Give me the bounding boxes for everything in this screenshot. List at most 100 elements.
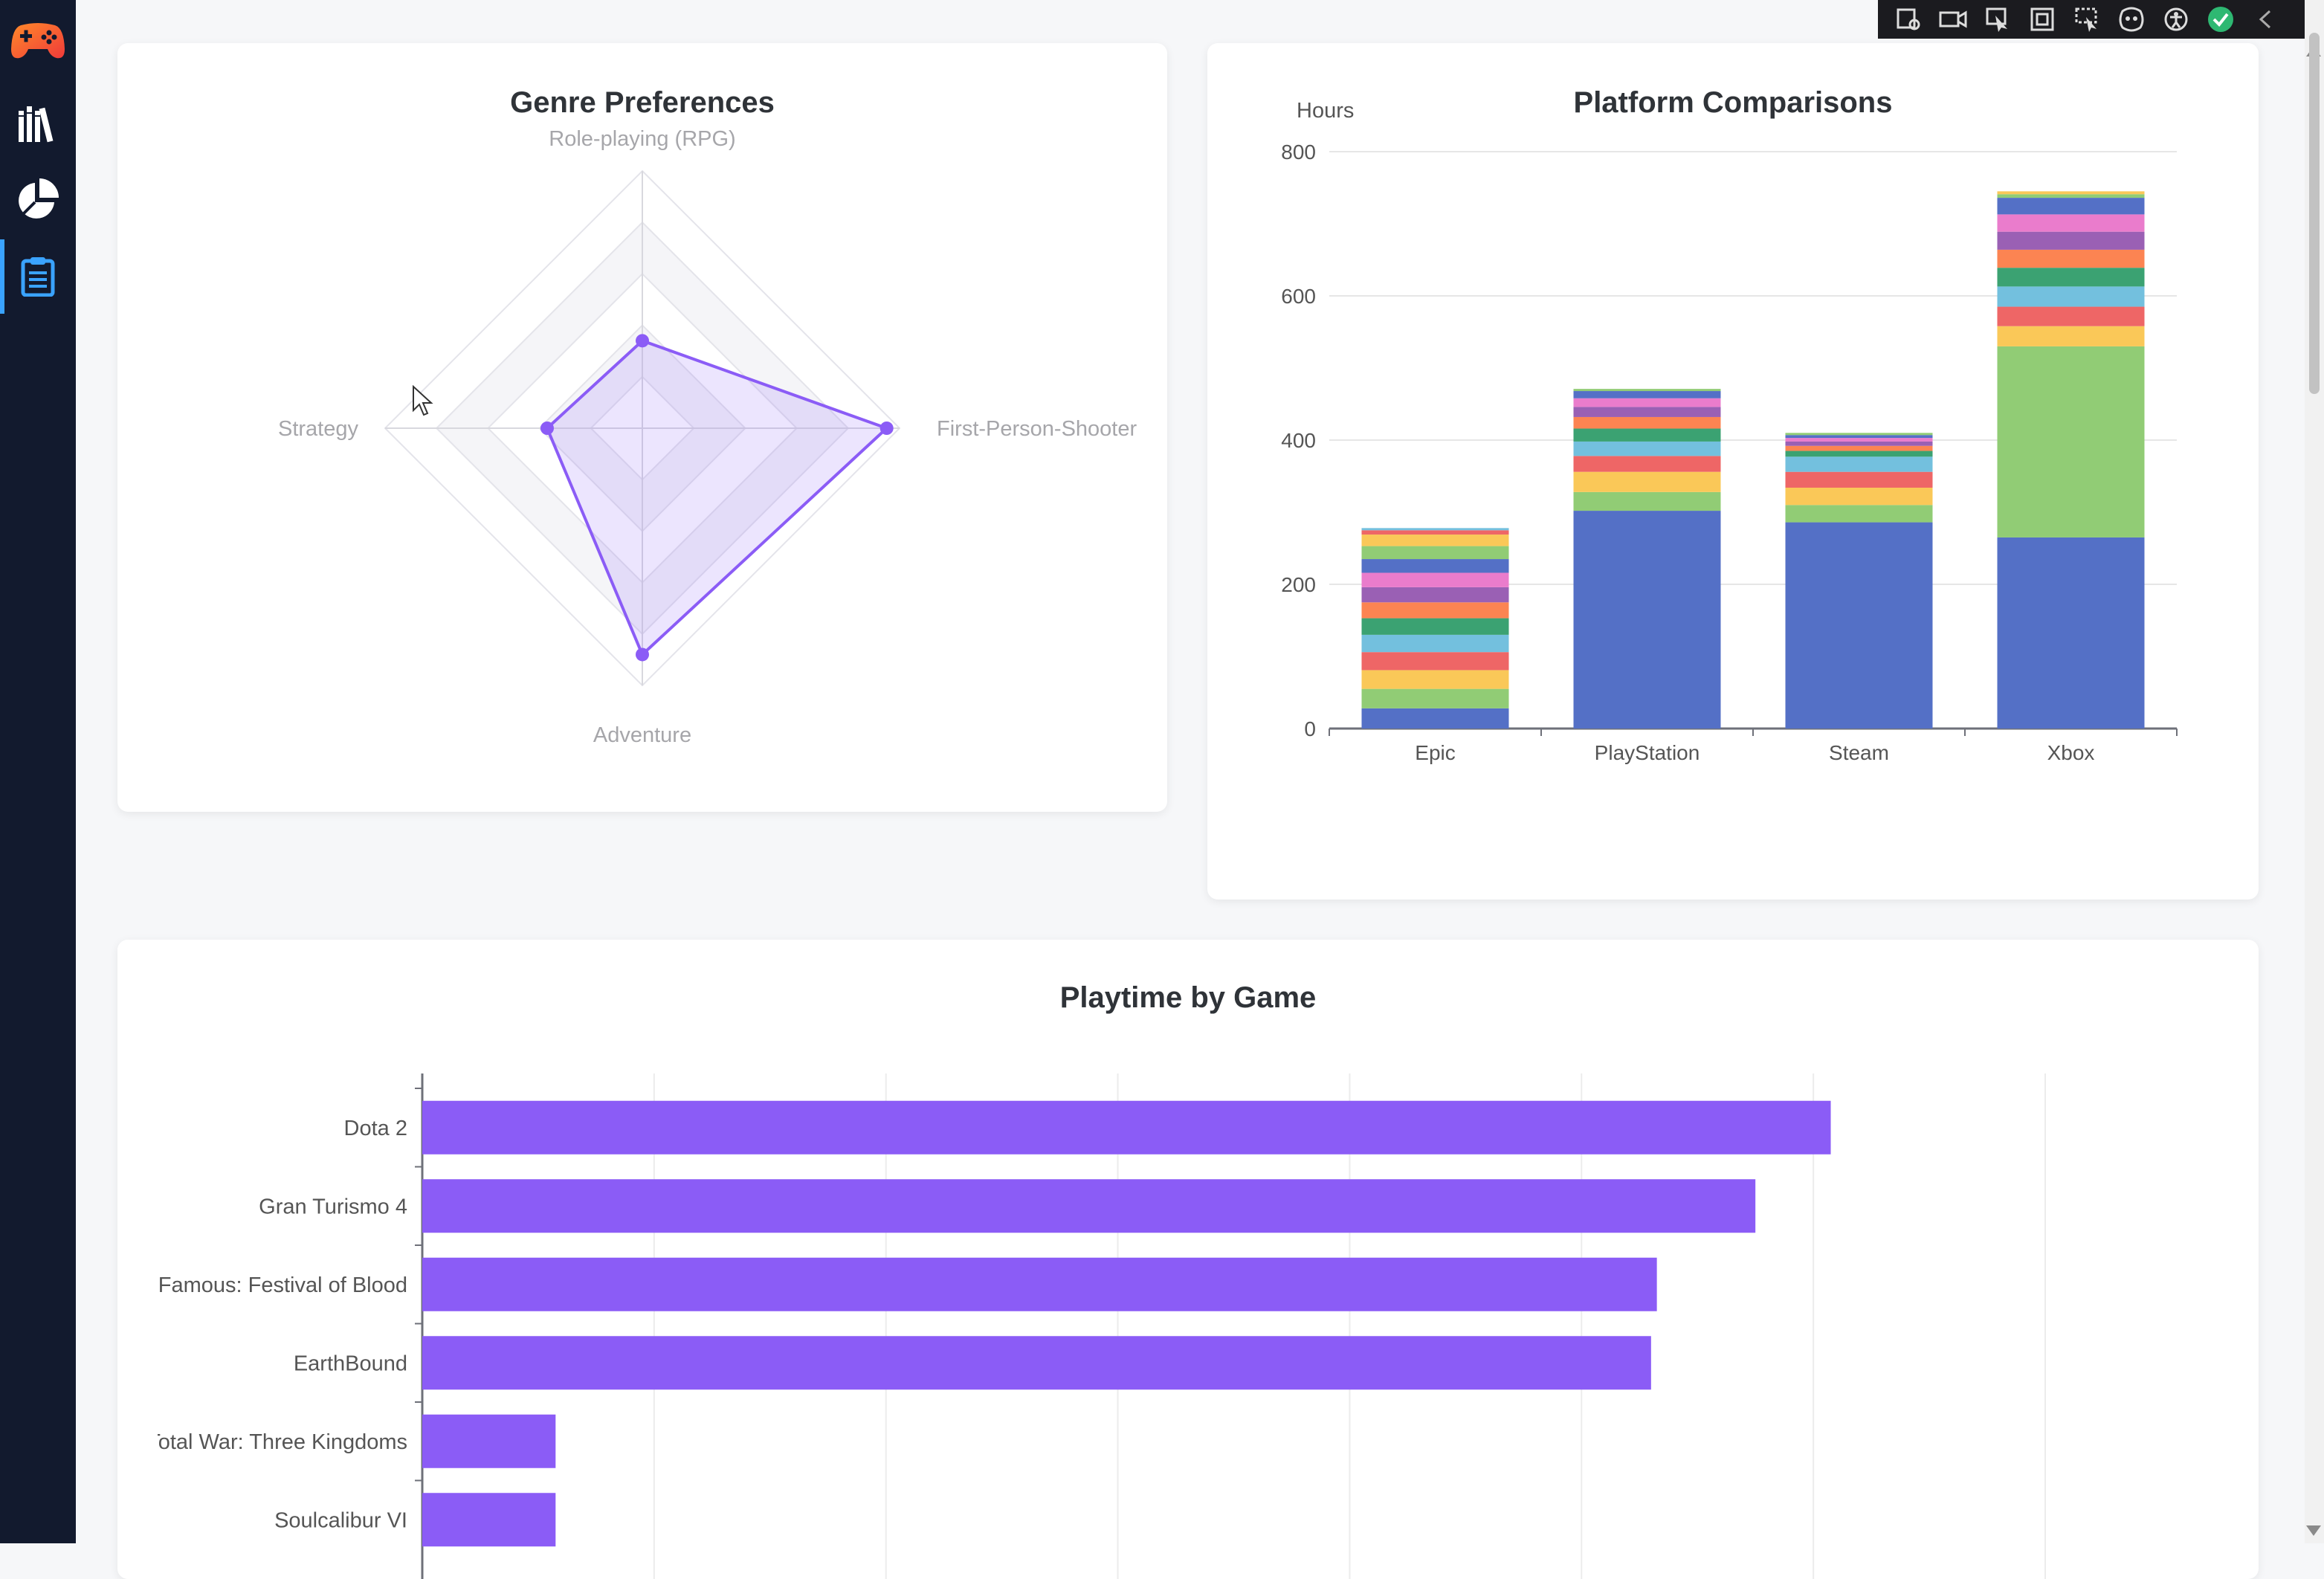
screen-select-icon[interactable]	[2071, 4, 2102, 35]
bar-segment[interactable]	[1361, 572, 1509, 587]
bar-segment[interactable]	[1785, 435, 1933, 439]
bar-segment[interactable]	[1573, 407, 1721, 417]
check-icon[interactable]	[2205, 4, 2236, 35]
x-tick-label: PlayStation	[1595, 741, 1700, 764]
bar-segment[interactable]	[1785, 488, 1933, 506]
select-icon[interactable]	[1982, 4, 2013, 35]
radar-indicator-label: Role-playing (RPG)	[549, 127, 735, 151]
radar-data-point[interactable]	[636, 648, 649, 662]
bar-segment[interactable]	[1361, 587, 1509, 603]
bar-segment[interactable]	[1997, 326, 2145, 346]
bar-segment[interactable]	[1361, 559, 1509, 573]
pie-chart-icon[interactable]	[0, 169, 76, 229]
collapse-icon[interactable]	[2250, 4, 2281, 35]
frame-icon[interactable]	[2027, 4, 2058, 35]
bar-segment[interactable]	[1361, 618, 1509, 635]
bar-segment[interactable]	[1361, 530, 1509, 535]
vertical-scrollbar[interactable]	[2305, 0, 2324, 1543]
bar-segment[interactable]	[1573, 391, 1721, 398]
radar-data-point[interactable]	[540, 422, 554, 435]
bar-segment[interactable]	[1785, 438, 1933, 442]
bar[interactable]	[422, 1336, 1651, 1390]
radar-indicator-label: Strategy	[278, 417, 358, 441]
scroll-down-icon[interactable]	[2306, 1525, 2321, 1536]
bar-segment[interactable]	[1997, 346, 2145, 537]
gamepad-logo-icon[interactable]	[0, 10, 76, 73]
bar-segment[interactable]	[1997, 214, 2145, 232]
bar-segment[interactable]	[1573, 471, 1721, 492]
y-tick-label: 200	[1281, 573, 1316, 596]
bar-segment[interactable]	[1997, 191, 2145, 195]
card-title: Playtime by Game	[1059, 981, 1317, 1014]
bar-segment[interactable]	[1997, 268, 2145, 287]
radar-data-point[interactable]	[636, 334, 649, 348]
bar-segment[interactable]	[1785, 451, 1933, 457]
bar-segment[interactable]	[1573, 398, 1721, 407]
bar-segment[interactable]	[1361, 546, 1509, 560]
bar-segment[interactable]	[1997, 306, 2145, 326]
bar-segment[interactable]	[1785, 445, 1933, 451]
bar-segment[interactable]	[1573, 491, 1721, 511]
bar-segment[interactable]	[1361, 528, 1509, 531]
y-tick-label: 0	[1304, 717, 1316, 740]
radar-indicator-label: First-Person-Shooter	[937, 417, 1137, 441]
library-icon[interactable]	[0, 94, 76, 153]
bar-segment[interactable]	[1785, 433, 1933, 436]
bar[interactable]	[422, 1100, 1831, 1155]
bar-segment[interactable]	[1361, 634, 1509, 653]
bar-segment[interactable]	[1997, 194, 2145, 198]
playtime-by-game-card: Playtime by Game Dota 2 Gran Turismo 4 inF…	[117, 940, 2259, 1579]
radar-chart: Role-playing (RPG) First-Person-Shooter Ad…	[278, 127, 1137, 747]
y-tick-label: EarthBound	[294, 1352, 407, 1375]
bar-segment[interactable]	[1997, 198, 2145, 215]
bar-segment[interactable]	[1573, 389, 1721, 392]
bar-segment[interactable]	[1361, 602, 1509, 619]
bar[interactable]	[422, 1257, 1657, 1311]
bar-segment[interactable]	[1997, 286, 2145, 307]
radar-indicator-label: Adventure	[593, 723, 691, 747]
video-icon[interactable]	[1937, 4, 1969, 35]
bar[interactable]	[422, 1414, 556, 1468]
bar-segment[interactable]	[1997, 231, 2145, 250]
inspect-icon[interactable]	[1893, 4, 1924, 35]
card-title: Platform Comparisons	[1573, 86, 1893, 119]
bar-segment[interactable]	[1573, 511, 1721, 729]
bar-segment[interactable]	[1997, 537, 2145, 729]
bar-segment[interactable]	[1361, 670, 1509, 689]
y-tick-label: 800	[1281, 141, 1316, 164]
bar-segment[interactable]	[1573, 441, 1721, 456]
y-axis-title: Hours	[1297, 99, 1354, 123]
bar-segment[interactable]	[1573, 428, 1721, 442]
bar-segment[interactable]	[1361, 688, 1509, 708]
bar-segment[interactable]	[1997, 249, 2145, 268]
bar-segment[interactable]	[1361, 652, 1509, 671]
label-clip-mask	[117, 940, 158, 1579]
bar-segment[interactable]	[1785, 471, 1933, 488]
sidebar	[0, 0, 76, 1543]
y-tick-label: Gran Turismo 4	[259, 1195, 407, 1218]
bar-segment[interactable]	[1573, 416, 1721, 429]
accessibility-icon[interactable]	[2160, 4, 2192, 35]
scrollbar-thumb[interactable]	[2309, 33, 2320, 394]
bar-segment[interactable]	[1785, 505, 1933, 523]
bar-segment[interactable]	[1573, 456, 1721, 472]
radar-data-point[interactable]	[879, 422, 894, 435]
bar-segment[interactable]	[1361, 535, 1509, 546]
bar[interactable]	[422, 1493, 556, 1547]
bar-segment[interactable]	[1785, 441, 1933, 446]
devtools-toolbar	[1878, 0, 2324, 39]
y-tick-label: Dota 2	[344, 1117, 407, 1140]
stacked-bar-chart: Hours 0 200 400 600 800 Epic PlayStation Steam Xb…	[1281, 99, 2178, 764]
y-tick-label: Total War: Three Kingdoms	[147, 1430, 407, 1454]
bar[interactable]	[422, 1179, 1756, 1233]
bar-segment[interactable]	[1785, 522, 1933, 729]
bar-segment[interactable]	[1785, 456, 1933, 472]
platform-comparisons-card: Platform Comparisons Hours 0 200 400 600 800 E…	[1207, 43, 2259, 900]
horizontal-bar-chart: Dota 2 Gran Turismo 4 inFamous: Festival o…	[117, 940, 2046, 1579]
genre-preferences-card: Genre Preferences Role-playing (RPG) Firs…	[117, 43, 1167, 812]
mouse-cursor-icon	[412, 384, 434, 420]
bar-segment[interactable]	[1361, 708, 1509, 729]
ai-icon[interactable]	[2116, 4, 2147, 35]
clipboard-icon[interactable]	[0, 245, 76, 308]
y-tick-label: Soulcalibur VI	[274, 1508, 407, 1532]
